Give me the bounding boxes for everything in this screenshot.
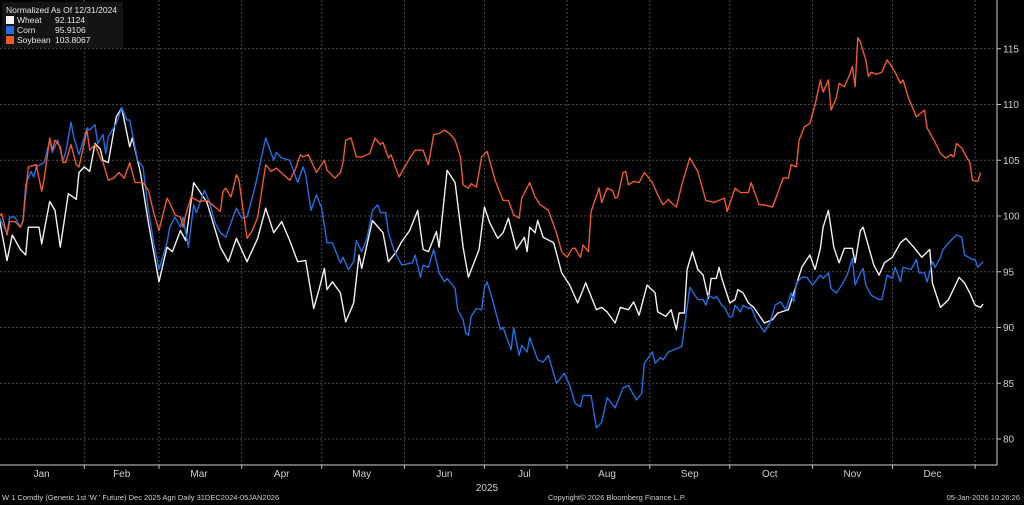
series-line-wheat — [0, 107, 984, 331]
legend-label: Wheat — [17, 15, 42, 25]
y-tick-label: 90 — [1003, 323, 1015, 334]
soybean-swatch — [6, 36, 14, 44]
legend-item-wheat: Wheat 92.1124 — [6, 15, 117, 25]
corn-swatch — [6, 26, 14, 34]
x-tick-label: Aug — [598, 469, 616, 480]
series-line-corn — [0, 107, 984, 429]
x-tick-label: Jun — [436, 469, 452, 480]
footer-timestamp: 05-Jan-2026 10:26:26 — [946, 493, 1020, 502]
x-tick-label: Dec — [924, 469, 942, 480]
x-tick-label: Feb — [113, 469, 131, 480]
legend: Normalized As Of 12/31/2024 Wheat 92.112… — [2, 2, 124, 48]
legend-title: Normalized As Of 12/31/2024 — [6, 5, 118, 15]
gridlines — [0, 0, 997, 465]
x-tick-label: Mar — [190, 469, 208, 480]
y-tick-label: 115 — [1003, 44, 1019, 55]
legend-value: 92.1124 — [55, 15, 86, 25]
x-tick-label: Apr — [274, 469, 290, 480]
legend-item-corn: Corn 95.9106 — [6, 25, 117, 35]
x-tick-label: May — [352, 469, 371, 480]
footer-copyright: Copyright© 2026 Bloomberg Finance L.P. — [548, 493, 686, 502]
x-tick-label: Sep — [681, 469, 699, 480]
y-tick-label: 95 — [1003, 267, 1015, 278]
x-tick-label: Jul — [518, 469, 531, 480]
legend-item-soybean: Soybean 103.8067 — [6, 35, 117, 45]
y-tick-label: 85 — [1003, 379, 1015, 390]
legend-label: Corn — [17, 25, 36, 35]
legend-label: Soybean — [17, 35, 51, 45]
y-tick-label: 105 — [1003, 156, 1020, 167]
legend-value: 95.9106 — [55, 25, 86, 35]
x-tick-label: Nov — [844, 469, 862, 480]
y-tick-label: 110 — [1003, 100, 1019, 111]
footer-security-description: W 1 Comdty (Generic 1st 'W ' Future) Dec… — [2, 493, 280, 502]
x-tick-label: Oct — [762, 469, 778, 480]
series-line-soybean — [0, 36, 982, 258]
legend-value: 103.8067 — [55, 35, 91, 45]
y-tick-label: 80 — [1003, 435, 1015, 446]
x-tick-label: Jan — [34, 469, 50, 480]
x-axis-label: 2025 — [476, 483, 499, 494]
series-lines — [0, 36, 984, 429]
axes: 80 85 90 95 100 105 110 115 Jan Feb Mar Apr May Jun Ju… — [0, 0, 1020, 494]
wheat-swatch — [6, 16, 14, 24]
y-tick-label: 100 — [1003, 212, 1020, 223]
